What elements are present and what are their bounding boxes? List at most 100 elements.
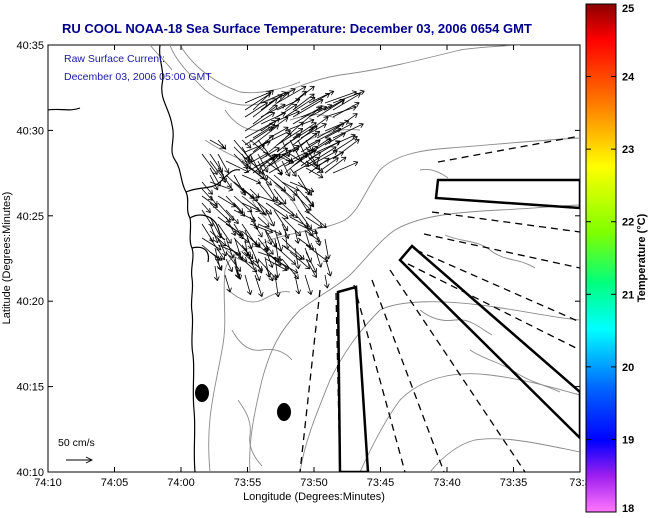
current-vector xyxy=(281,139,291,158)
current-vector xyxy=(257,139,275,162)
current-vector xyxy=(284,96,316,118)
colorbar xyxy=(585,3,617,513)
current-vector xyxy=(260,129,291,146)
current-vector xyxy=(332,101,360,118)
current-vector xyxy=(241,146,251,161)
y-tick-label: 40:35 xyxy=(16,40,44,52)
current-vector xyxy=(308,150,338,167)
current-vector xyxy=(268,91,290,111)
current-vector xyxy=(241,202,261,213)
colorbar-tick-label: 22 xyxy=(622,217,634,229)
current-vector xyxy=(289,181,315,193)
map-title: RU COOL NOAA-18 Sea Surface Temperature:… xyxy=(62,21,532,36)
current-vector xyxy=(304,274,313,295)
current-vector xyxy=(241,174,262,185)
current-vector xyxy=(252,124,280,146)
current-vector xyxy=(244,102,268,118)
current-vector xyxy=(294,229,301,244)
current-vector xyxy=(249,216,263,238)
current-vector xyxy=(260,147,280,160)
y-tick-label: 40:20 xyxy=(16,296,44,308)
current-vector xyxy=(274,229,284,252)
y-tick-label: 40:15 xyxy=(16,382,44,394)
current-vector xyxy=(284,90,307,111)
x-tick-label: 74:00 xyxy=(167,477,195,489)
current-vector xyxy=(201,181,213,195)
current-vector xyxy=(234,238,244,261)
current-vector xyxy=(252,124,276,139)
survey-boxes xyxy=(336,178,580,472)
current-vector xyxy=(289,251,311,270)
current-vector xyxy=(273,244,297,265)
current-vector xyxy=(324,238,331,260)
current-vector xyxy=(305,209,327,229)
current-vector xyxy=(276,133,301,153)
current-vector xyxy=(257,153,269,173)
current-vector xyxy=(273,202,295,217)
x-tick-label: 73:3 xyxy=(569,477,590,489)
current-vector xyxy=(305,167,324,179)
current-vector xyxy=(273,188,287,205)
current-vector xyxy=(201,237,222,251)
current-vector xyxy=(332,122,364,139)
x-tick-label: 73:50 xyxy=(300,477,328,489)
x-tick-label: 73:40 xyxy=(433,477,461,489)
current-vector xyxy=(225,258,234,273)
x-tick-label: 73:55 xyxy=(234,477,262,489)
current-vector xyxy=(265,202,289,220)
current-vector xyxy=(289,153,310,167)
x-tick-label: 73:45 xyxy=(367,477,395,489)
current-vector xyxy=(332,160,359,174)
current-vector xyxy=(214,256,223,271)
current-vector xyxy=(257,223,282,236)
current-vector xyxy=(209,174,219,191)
current-vector xyxy=(300,92,330,111)
x-tick-label: 74:10 xyxy=(34,477,62,489)
current-vector xyxy=(308,116,329,132)
current-vector xyxy=(252,89,274,111)
current-vector xyxy=(265,244,274,255)
current-vector xyxy=(234,265,241,279)
current-vector xyxy=(260,94,283,111)
current-vector xyxy=(300,105,323,125)
y-tick-label: 40:25 xyxy=(16,211,44,223)
current-vector xyxy=(304,229,312,248)
current-vector xyxy=(305,139,313,152)
current-vector xyxy=(254,274,264,297)
current-vector xyxy=(249,188,260,199)
current-vector xyxy=(281,153,294,163)
current-vector xyxy=(217,153,230,174)
current-vector xyxy=(304,247,312,263)
current-vector xyxy=(252,98,278,118)
current-vector xyxy=(201,202,211,214)
current-vector xyxy=(308,104,333,118)
current-vector xyxy=(281,216,302,237)
map-content xyxy=(48,45,580,472)
colorbar-tick-label: 24 xyxy=(622,72,635,84)
current-vector xyxy=(209,216,222,239)
current-vector xyxy=(273,195,298,219)
current-vector xyxy=(274,238,281,261)
current-vector xyxy=(289,167,297,177)
current-vector xyxy=(225,160,250,174)
current-vector xyxy=(273,160,283,176)
current-vector xyxy=(308,140,341,160)
x-axis-ticks: 74:10 74:05 74:00 73:55 73:50 73:45 73:40 73:35… xyxy=(34,45,591,489)
current-vector xyxy=(305,195,315,208)
colorbar-tick-label: 18 xyxy=(622,503,634,515)
y-axis-title: Latitude (Degrees:Minutes) xyxy=(1,192,13,325)
current-vector xyxy=(224,274,232,293)
current-vector xyxy=(213,265,220,281)
current-timestamp: December 03, 2006 05:00 GMT xyxy=(64,71,212,83)
colorbar-tick-label: 25 xyxy=(622,3,634,15)
current-vector xyxy=(323,274,330,289)
current-vector xyxy=(305,258,318,278)
marker-buoy-west xyxy=(195,384,209,402)
colorbar-tick-label: 19 xyxy=(622,434,634,446)
x-tick-label: 73:35 xyxy=(500,477,528,489)
y-axis-ticks: 40:35 40:30 40:25 40:20 40:15 40:10 xyxy=(16,40,580,479)
marker-buoy-east xyxy=(277,403,291,421)
x-axis-title: Longitude (Degrees:Minutes) xyxy=(243,491,385,503)
current-vector xyxy=(314,229,322,246)
transect-lines xyxy=(299,135,580,472)
